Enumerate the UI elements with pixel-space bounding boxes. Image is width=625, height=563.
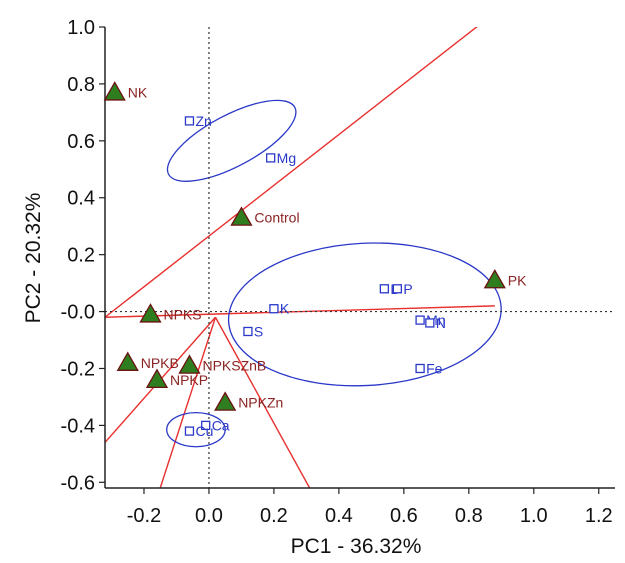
treatment-marker bbox=[230, 206, 253, 226]
treatment-point-nk: NK bbox=[103, 81, 148, 101]
variable-label: Zn bbox=[195, 113, 211, 129]
loading-vectors bbox=[105, 27, 495, 488]
variable-marker bbox=[269, 304, 279, 314]
x-tick-label: 1.2 bbox=[585, 505, 613, 527]
y-tick-label: 0.8 bbox=[67, 74, 95, 96]
x-tick-label: 0.0 bbox=[195, 505, 223, 527]
x-tick-label: 0.6 bbox=[390, 505, 418, 527]
treatment-label: PK bbox=[508, 272, 527, 288]
variable-marker bbox=[243, 326, 253, 337]
x-tick-label: 0.4 bbox=[325, 505, 353, 527]
variable-marker bbox=[184, 116, 195, 126]
treatment-label: NPKP bbox=[170, 372, 208, 388]
variable-marker bbox=[379, 284, 390, 294]
variable-point-k: K bbox=[269, 301, 290, 317]
cluster-ellipse-2 bbox=[227, 242, 502, 387]
y-tick-label: 1.0 bbox=[67, 17, 95, 39]
treatment-point-npkp: NPKP bbox=[145, 368, 208, 389]
treatment-marker bbox=[103, 81, 126, 101]
y-tick-label: -0.6 bbox=[61, 472, 95, 494]
treatment-point-control: Control bbox=[230, 206, 300, 226]
variable-marker bbox=[201, 420, 211, 431]
x-tick-label: 0.8 bbox=[455, 505, 483, 527]
variable-point-ca: Ca bbox=[201, 417, 230, 433]
variable-label: Mg bbox=[277, 150, 296, 166]
variable-point-n: N bbox=[425, 315, 446, 331]
loading-vector-1 bbox=[105, 27, 478, 318]
variable-label: Fe bbox=[426, 360, 443, 376]
variable-label: S bbox=[254, 323, 263, 339]
variable-point-fe: Fe bbox=[415, 360, 443, 376]
treatment-point-pk: PK bbox=[483, 268, 527, 289]
variable-label: N bbox=[436, 315, 446, 331]
y-axis-title: PC2 - 20.32% bbox=[22, 193, 45, 324]
treatment-marker bbox=[116, 351, 139, 371]
loading-vector-5 bbox=[214, 316, 311, 488]
x-tick-label: 1.0 bbox=[520, 505, 548, 527]
y-tick-label: 0.4 bbox=[67, 188, 95, 210]
variable-point-s: S bbox=[243, 323, 263, 339]
treatment-label: NK bbox=[128, 84, 148, 100]
treatment-label: NPKZn bbox=[238, 395, 283, 411]
y-tick-label: -0.4 bbox=[61, 415, 95, 437]
treatment-point-npks: NPKS bbox=[139, 303, 202, 323]
cluster-ellipses bbox=[166, 99, 502, 448]
zero-reference-lines bbox=[105, 27, 615, 488]
y-tick-label: 0.6 bbox=[67, 131, 95, 153]
treatment-point-npkb: NPKB bbox=[116, 351, 179, 371]
variable-marker bbox=[415, 363, 425, 374]
treatment-point-npkzn: NPKZn bbox=[214, 391, 283, 411]
y-tick-label: -0.0 bbox=[61, 302, 95, 324]
variable-marker bbox=[392, 284, 403, 294]
variable-point-cu: Cu bbox=[184, 423, 213, 439]
variable-label: Cu bbox=[195, 423, 213, 439]
x-axis-title: PC1 - 36.32% bbox=[291, 535, 422, 558]
variable-point-zn: Zn bbox=[184, 113, 212, 129]
loading-vector-2 bbox=[105, 305, 495, 318]
y-tick-label: 0.2 bbox=[67, 245, 95, 267]
x-tick-label: -0.2 bbox=[127, 505, 161, 527]
treatment-label: NPKSZnB bbox=[202, 358, 266, 374]
variable-label: K bbox=[280, 301, 290, 317]
x-axis-ticks: -0.2 0.0 0.2 0.4 0.6 0.8 1.0 1.2 bbox=[127, 488, 613, 527]
treatment-marker bbox=[214, 391, 237, 411]
variable-marker bbox=[415, 315, 425, 325]
treatment-point-npksznb: NPKSZnB bbox=[178, 354, 266, 374]
variable-markers: ZnMgBPKSMnNFeCaCu bbox=[184, 113, 446, 439]
x-tick-label: 0.2 bbox=[260, 505, 288, 527]
variable-label: P bbox=[403, 281, 412, 297]
treatment-marker bbox=[178, 354, 201, 374]
loading-vector-4 bbox=[159, 317, 217, 488]
treatment-marker bbox=[145, 368, 169, 389]
treatment-label: NPKS bbox=[163, 306, 201, 322]
variable-point-p: P bbox=[392, 281, 413, 297]
variable-point-mg: Mg bbox=[266, 150, 296, 166]
variable-marker bbox=[266, 153, 276, 163]
cluster-ellipse-1 bbox=[166, 99, 297, 182]
y-axis-ticks: 1.0 0.8 0.6 0.4 0.2 -0.0 -0.2 -0.4 -0.6 bbox=[61, 17, 105, 494]
treatment-marker bbox=[483, 268, 506, 289]
variable-marker bbox=[425, 318, 435, 328]
y-tick-label: -0.2 bbox=[61, 358, 95, 380]
variable-label: Ca bbox=[212, 417, 230, 433]
cluster-ellipse-3 bbox=[166, 411, 226, 448]
variable-marker bbox=[184, 426, 195, 436]
treatment-marker bbox=[139, 303, 162, 323]
treatment-label: Control bbox=[254, 210, 299, 226]
plot-axes bbox=[104, 27, 615, 489]
treatment-label: NPKB bbox=[141, 355, 179, 371]
